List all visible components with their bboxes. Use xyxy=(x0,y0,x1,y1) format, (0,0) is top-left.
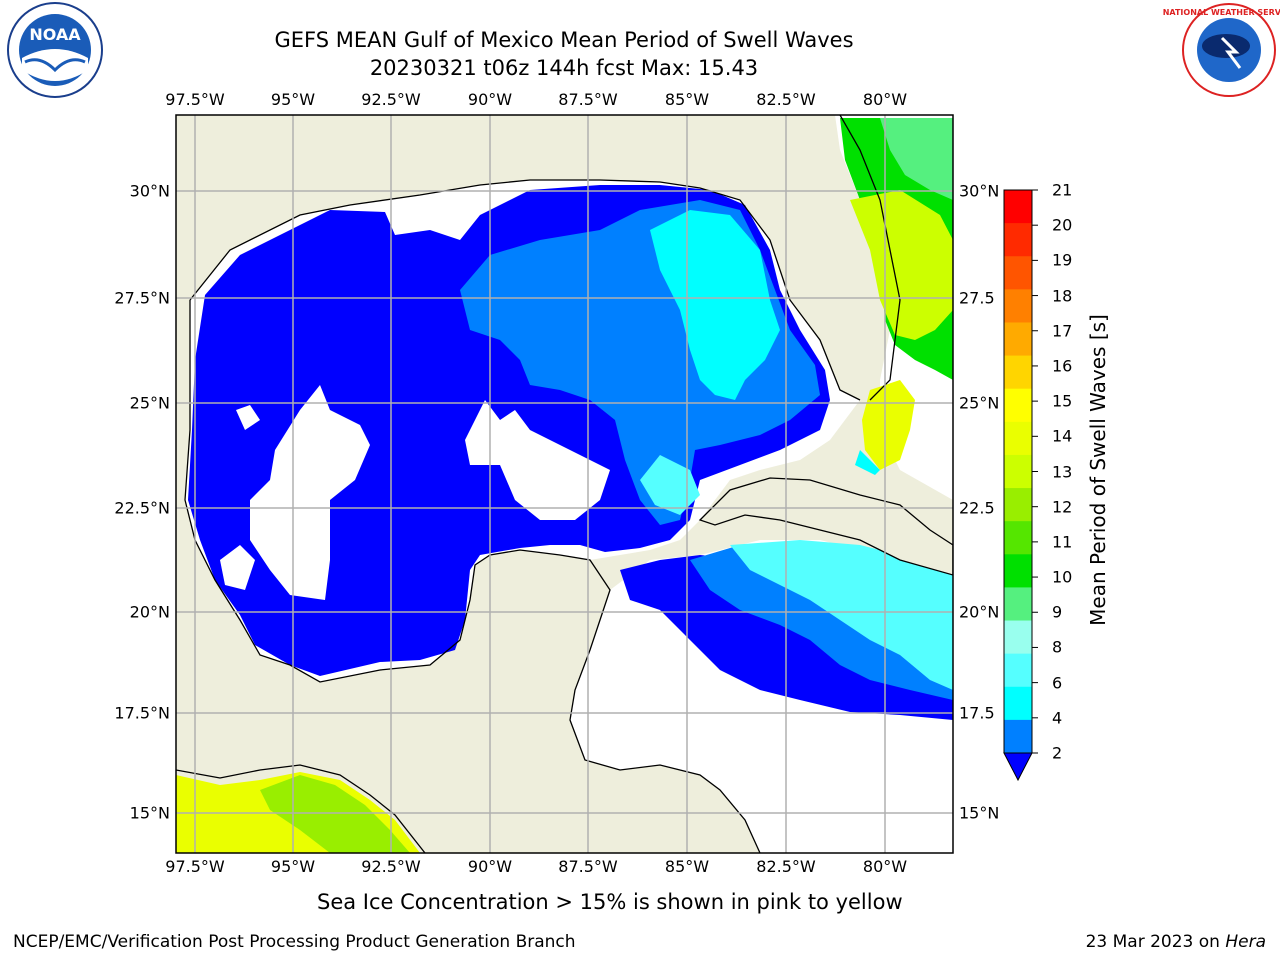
colorbar-label: 16 xyxy=(1052,356,1073,376)
colorbar-segment xyxy=(1004,388,1032,423)
colorbar-segment xyxy=(1004,686,1032,721)
swell-4-6 xyxy=(640,455,700,515)
mexico-coastline xyxy=(184,300,761,853)
colorbar-segment xyxy=(1004,289,1032,323)
lat-tick-right: 17.5 xyxy=(959,703,995,723)
colorbar-label: 17 xyxy=(1052,321,1073,341)
atlantic-swell-lightgreen xyxy=(880,118,953,200)
lat-tick-right: 15°N xyxy=(959,803,1000,823)
lon-tick-top: 95°W xyxy=(270,90,316,109)
footer-date-text: 23 Mar 2023 on xyxy=(1085,932,1220,952)
lon-tick-bottom: 90°W xyxy=(467,857,513,876)
lat-tick-right: 20°N xyxy=(959,602,1000,622)
lat-tick-left: 25°N xyxy=(129,393,170,413)
gulf-gap xyxy=(250,385,370,600)
colorbar-label: 15 xyxy=(1052,391,1073,411)
colorbar-label: 8 xyxy=(1052,637,1063,657)
lat-tick-left: 30°N xyxy=(129,181,170,201)
lon-tick-top: 82.5°W xyxy=(756,90,816,109)
colorbar-segment xyxy=(1004,190,1032,224)
colorbar-extend-triangle xyxy=(1003,752,1033,782)
colorbar-segment xyxy=(1004,587,1032,622)
lat-tick-right: 27.5 xyxy=(959,288,995,308)
gridlines xyxy=(176,115,953,853)
gulf-gap xyxy=(236,405,260,430)
map-frame xyxy=(175,114,954,854)
footer-branch: NCEP/EMC/Verification Post Processing Pr… xyxy=(13,932,576,952)
colorbar-label: 4 xyxy=(1052,708,1063,728)
sea-ice-note: Sea Ice Concentration > 15% is shown in … xyxy=(317,890,903,914)
colorbar-label: 12 xyxy=(1052,497,1073,517)
colorbar-segment xyxy=(1004,554,1032,588)
map-title: GEFS MEAN Gulf of Mexico Mean Period of … xyxy=(274,28,854,52)
lon-tick-top: 80°W xyxy=(862,90,908,109)
atlantic-swell-cyan xyxy=(855,450,880,475)
gulf-gap xyxy=(465,400,610,520)
colorbar-label: 10 xyxy=(1052,567,1073,587)
colorbar-segment xyxy=(1004,355,1032,390)
colorbar-segment xyxy=(1004,256,1032,290)
lat-tick-left: 15°N xyxy=(129,803,170,823)
colorbar-label: 13 xyxy=(1052,462,1073,481)
colorbar-label: 14 xyxy=(1052,426,1073,446)
lon-tick-top: 90°W xyxy=(467,90,513,109)
colorbar-label: 6 xyxy=(1052,673,1063,693)
colorbar xyxy=(1003,189,1038,782)
lon-tick-bottom: 82.5°W xyxy=(756,857,816,876)
colorbar-segment xyxy=(1004,322,1032,357)
lon-tick-bottom: 92.5°W xyxy=(361,857,421,876)
colorbar-label: 11 xyxy=(1052,532,1073,552)
lon-tick-top: 87.5°W xyxy=(558,90,618,109)
colorbar-segment xyxy=(1004,620,1032,655)
lon-tick-bottom: 80°W xyxy=(862,857,908,876)
colorbar-label: 9 xyxy=(1052,602,1063,622)
gulf-gap xyxy=(220,545,255,590)
lat-tick-right: 22.5 xyxy=(959,498,995,518)
colorbar-title: Mean Period of Swell Waves [s] xyxy=(1086,314,1110,626)
lat-tick-left: 27.5°N xyxy=(114,288,170,308)
colorbar-label: 21 xyxy=(1052,180,1073,200)
footer-date: 23 Mar 2023 on Hera xyxy=(1086,932,1266,952)
lon-tick-bottom: 87.5°W xyxy=(558,857,618,876)
lon-tick-top: 85°W xyxy=(664,90,710,109)
lat-tick-left: 17.5°N xyxy=(114,703,170,723)
lon-tick-bottom: 85°W xyxy=(664,857,710,876)
lon-tick-bottom: 97.5°W xyxy=(165,857,225,876)
lon-tick-bottom: 95°W xyxy=(270,857,316,876)
footer-machine: Hera xyxy=(1225,932,1266,952)
colorbar-segment xyxy=(1004,719,1032,754)
cuba-coastline xyxy=(698,477,953,576)
lon-tick-top: 92.5°W xyxy=(361,90,421,109)
map-subtitle: 20230321 t06z 144h fcst Max: 15.43 xyxy=(369,56,759,80)
lat-tick-right: 25°N xyxy=(959,393,1000,413)
colorbar-segment xyxy=(1004,488,1032,522)
colorbar-segment xyxy=(1004,421,1032,456)
pacific-swell-green xyxy=(260,775,410,853)
colorbar-label: 20 xyxy=(1052,215,1073,235)
colorbar-segment xyxy=(1004,653,1032,688)
colorbar-segment xyxy=(1004,454,1032,489)
colorbar-segment xyxy=(1004,223,1032,257)
colorbar-label: 2 xyxy=(1052,743,1063,763)
gulf-coastline xyxy=(189,115,901,401)
colorbar-segment xyxy=(1004,521,1032,555)
swell-4-6 xyxy=(650,210,780,400)
colorbar-label: 19 xyxy=(1052,250,1073,270)
colorbar-label: 18 xyxy=(1052,286,1073,306)
atlantic-swell-yellow xyxy=(850,190,953,340)
lat-tick-left: 20°N xyxy=(129,602,170,622)
lat-tick-left: 22.5°N xyxy=(114,498,170,518)
lon-tick-top: 97.5°W xyxy=(165,90,225,109)
lat-tick-right: 30°N xyxy=(959,181,1000,201)
